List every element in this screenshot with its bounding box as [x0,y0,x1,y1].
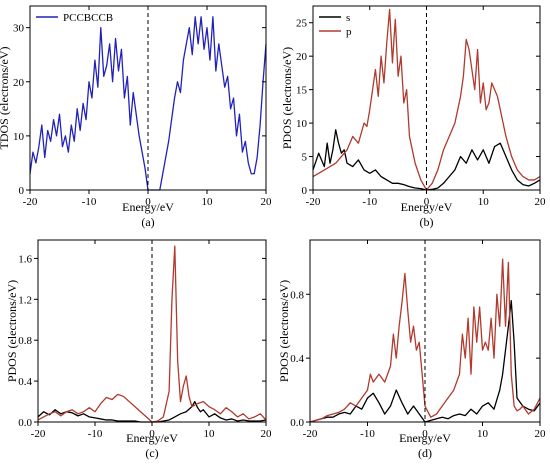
x-axis-label-d: Energy/eV [399,431,451,445]
x-tick-label-b: 0 [424,196,430,208]
y-tick-label-b: 20 [296,51,308,63]
panel-b: -20 -10 0 10 20 0 5 10 15 20 25 Energy/eV PDOS (elec… [280,5,547,229]
y-tick-label-c: 1.2 [18,294,32,306]
panel-label-b: (b) [420,215,434,229]
x-tick-label-a: -20 [23,196,38,208]
x-axis-label-b: Energy/eV [401,200,453,214]
y-tick-label-a: 0 [19,185,25,197]
x-tick-label-c: -20 [31,428,46,440]
y-tick-label-a: 30 [13,23,25,35]
y-tick-label-b: 25 [296,18,308,30]
y-tick-label-d: 0.8 [290,289,304,301]
y-tick-label-c: 0.0 [18,417,32,429]
x-axis-label-c: Energy/eV [126,431,178,445]
x-tick-label-c: -10 [88,428,103,440]
y-axis-label-c: PDOS (electrons/eV) [5,280,19,382]
x-tick-label-a: 10 [202,196,214,208]
panel-label-d: (d) [418,446,432,460]
y-tick-label-a: 10 [13,131,25,143]
x-tick-label-c: 0 [149,428,155,440]
x-tick-label-a: -10 [82,196,97,208]
x-tick-label-c: 10 [204,428,216,440]
x-tick-label-b: 20 [535,196,547,208]
panel-d: -20 -10 0 10 20 0.0 0.4 0.8 Energy/eV PDOS (elect… [277,239,547,460]
y-tick-label-b: 0 [302,185,308,197]
y-tick-label-c: 1.6 [18,253,32,265]
panel-label-a: (a) [141,215,154,229]
series-line-c-1 [37,245,267,423]
x-axis-label-a: Energy/eV [122,200,174,214]
x-tick-label-c: 20 [261,428,273,440]
x-tick-label-a: 20 [261,196,273,208]
panel-a: -20 -10 0 10 20 0 10 20 30 Energy/eV TDOS (electro… [0,5,273,229]
y-tick-label-b: 10 [296,118,308,130]
panel-c: -20 -10 0 10 20 0.0 0.4 0.8 1.2 1.6 Energy/eV PDOS … [5,239,273,460]
x-tick-label-d: -10 [360,428,375,440]
y-axis-label-b: PDOS (electrons/eV) [280,47,294,149]
x-tick-label-d: 20 [535,428,547,440]
x-tick-label-b: -20 [306,196,321,208]
y-tick-label-d: 0.4 [290,353,304,365]
series-line-d-1 [309,258,541,423]
y-axis-label-d: PDOS (electrons/eV) [277,280,291,382]
y-tick-label-b: 15 [296,85,308,97]
x-tick-label-b: -10 [362,196,377,208]
legend-label-b-s: s [346,12,350,24]
y-tick-label-b: 5 [302,152,308,164]
y-tick-label-c: 0.4 [18,376,32,388]
x-tick-label-d: -20 [303,428,318,440]
legend-label-b-p: p [346,26,352,38]
x-tick-label-a: 0 [145,196,151,208]
x-tick-label-d: 0 [422,428,428,440]
x-tick-label-b: 10 [478,196,490,208]
series-line-d-0 [309,300,541,423]
y-tick-label-a: 20 [13,77,25,89]
y-axis-label-a: TDOS (electrons/eV) [0,47,11,150]
legend-label-a-PCCBCCB: PCCBCCB [63,12,113,24]
panel-label-c: (c) [145,446,158,460]
y-tick-label-c: 0.8 [18,335,32,347]
y-tick-label-d: 0.0 [290,417,304,429]
x-tick-label-d: 10 [477,428,489,440]
series-line-b-s [312,129,541,191]
